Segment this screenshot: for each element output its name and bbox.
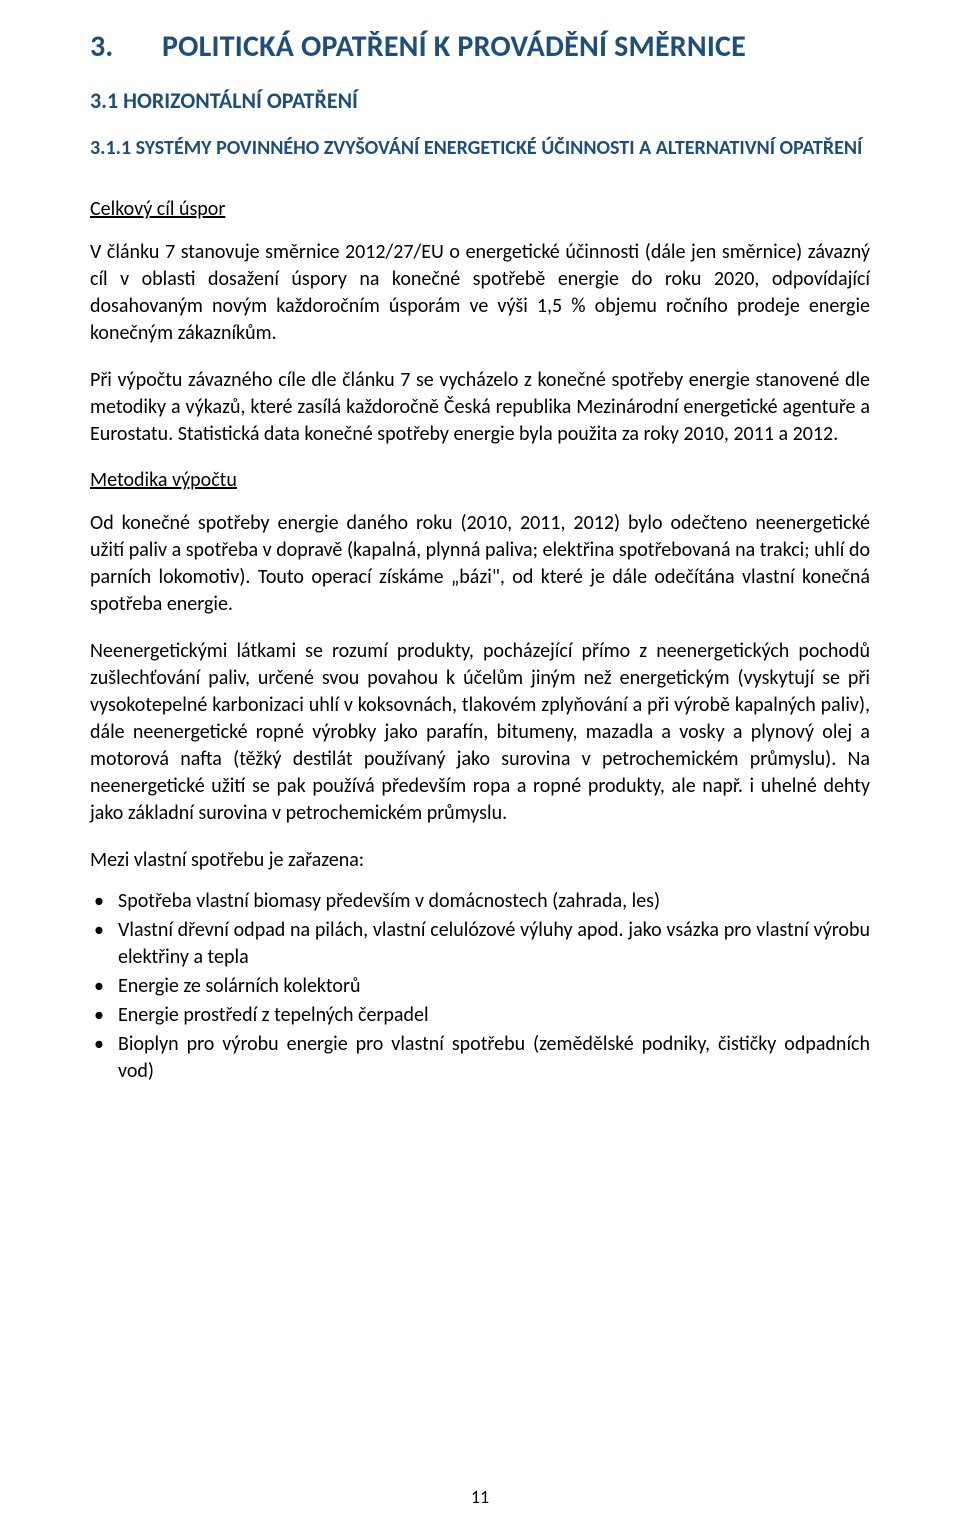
paragraph: Při výpočtu závazného cíle dle článku 7 … [90,367,870,448]
heading-level-3: 3.1.1 SYSTÉMY POVINNÉHO ZVYŠOVÁNÍ ENERGE… [90,136,870,161]
paragraph: Neenergetickými látkami se rozumí produk… [90,638,870,827]
paragraph: V článku 7 stanovuje směrnice 2012/27/EU… [90,239,870,347]
paragraph: Od konečné spotřeby energie daného roku … [90,510,870,618]
bullet-list: Spotřeba vlastní biomasy především v dom… [90,888,870,1085]
list-item: Energie ze solárních kolektorů [90,973,870,1000]
heading-level-2: 3.1 HORIZONTÁLNÍ OPATŘENÍ [90,87,870,114]
heading-1-text: POLITICKÁ OPATŘENÍ K PROVÁDĚNÍ SMĚRNICE [162,28,746,65]
section-subhead-underlined: Metodika výpočtu [90,468,870,492]
list-item: Vlastní dřevní odpad na pilách, vlastní … [90,917,870,971]
section-subhead-underlined: Celkový cíl úspor [90,197,870,221]
paragraph-intro: Mezi vlastní spotřebu je zařazena: [90,847,870,874]
document-page: 3. POLITICKÁ OPATŘENÍ K PROVÁDĚNÍ SMĚRNI… [0,0,960,1536]
list-item: Spotřeba vlastní biomasy především v dom… [90,888,870,915]
heading-level-1: 3. POLITICKÁ OPATŘENÍ K PROVÁDĚNÍ SMĚRNI… [90,28,870,65]
list-item: Bioplyn pro výrobu energie pro vlastní s… [90,1031,870,1085]
heading-1-number: 3. [90,28,162,65]
page-number: 11 [0,1486,960,1508]
list-item: Energie prostředí z tepelných čerpadel [90,1002,870,1029]
